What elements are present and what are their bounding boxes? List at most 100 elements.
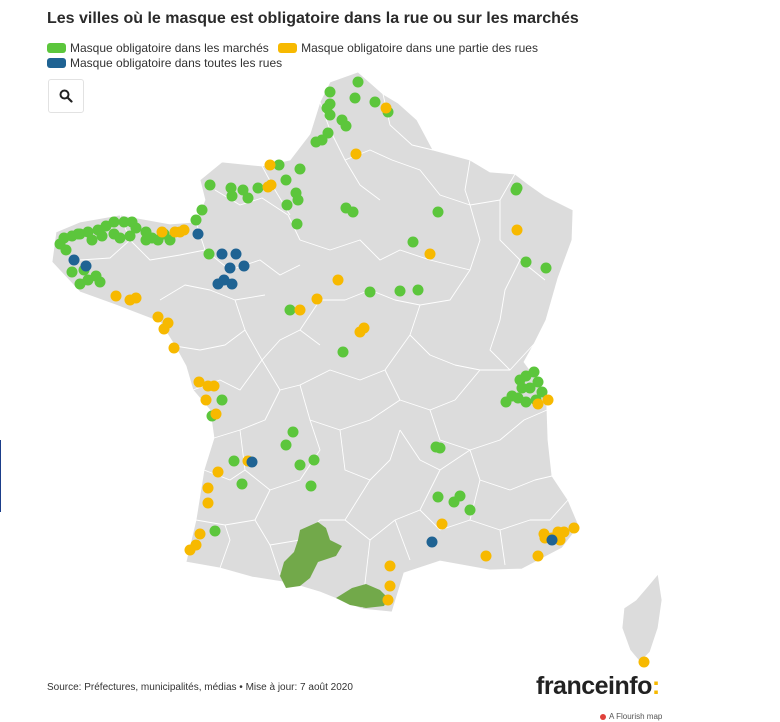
marker-partie-rues-3[interactable] [264,159,276,171]
search-button[interactable] [48,79,84,113]
marker-partie-rues-28[interactable] [202,482,214,494]
marker-marches-95[interactable] [520,396,532,408]
marker-partie-rues-14[interactable] [110,290,122,302]
marker-marches-14[interactable] [273,159,285,171]
marker-marches-26[interactable] [281,199,293,211]
marker-marches-66[interactable] [520,256,532,268]
marker-toutes-rues-8[interactable] [226,278,238,290]
marker-marches-2[interactable] [324,86,336,98]
marker-marches-30[interactable] [291,218,303,230]
marker-marches-68[interactable] [364,286,376,298]
marker-marches-63[interactable] [510,184,522,196]
marker-marches-33[interactable] [118,216,130,228]
marker-partie-rues-27[interactable] [212,466,224,478]
marker-partie-rues-43[interactable] [568,522,580,534]
marker-partie-rues-38[interactable] [532,550,544,562]
marker-marches-73[interactable] [216,394,228,406]
marker-partie-rues-5[interactable] [265,179,277,191]
marker-marches-42[interactable] [60,244,72,256]
marker-toutes-rues-13[interactable] [546,534,558,546]
marker-toutes-rues-11[interactable] [246,456,258,468]
marker-partie-rues-36[interactable] [436,518,448,530]
marker-partie-rues-30[interactable] [194,528,206,540]
marker-marches-5[interactable] [369,96,381,108]
marker-partie-rues-37[interactable] [480,550,492,562]
marker-partie-rues-50[interactable] [532,398,544,410]
marker-marches-99[interactable] [514,374,526,386]
legend-item-toutes-rues[interactable]: Masque obligatoire dans toutes les rues [47,56,282,70]
marker-marches-78[interactable] [308,454,320,466]
marker-partie-rues-25[interactable] [210,408,222,420]
marker-marches-80[interactable] [236,478,248,490]
marker-marches-29[interactable] [347,206,359,218]
marker-toutes-rues-5[interactable] [238,260,250,272]
marker-marches-70[interactable] [412,284,424,296]
marker-marches-92[interactable] [524,382,536,394]
marker-toutes-rues-10[interactable] [80,260,92,272]
marker-partie-rues-33[interactable] [294,304,306,316]
marker-partie-rues-48[interactable] [382,594,394,606]
marker-partie-rues-23[interactable] [208,380,220,392]
marker-marches-88[interactable] [209,525,221,537]
marker-marches-76[interactable] [280,439,292,451]
marker-marches-25[interactable] [190,214,202,226]
marker-marches-79[interactable] [228,455,240,467]
marker-marches-84[interactable] [432,491,444,503]
marker-marches-20[interactable] [237,184,249,196]
marker-marches-71[interactable] [284,304,296,316]
marker-marches-1[interactable] [352,76,364,88]
marker-partie-rues-9[interactable] [156,226,168,238]
marker-toutes-rues-3[interactable] [230,248,242,260]
marker-marches-61[interactable] [90,270,102,282]
marker-marches-96[interactable] [536,386,548,398]
marker-marches-21[interactable] [226,190,238,202]
marker-marches-49[interactable] [130,222,142,234]
marker-marches-54[interactable] [164,234,176,246]
marker-partie-rues-24[interactable] [200,394,212,406]
legend-item-marches[interactable]: Masque obligatoire dans les marchés [47,41,269,55]
flourish-credit[interactable]: A Flourish map [600,712,662,721]
marker-marches-48[interactable] [124,230,136,242]
marker-partie-rues-10[interactable] [332,274,344,286]
marker-marches-22[interactable] [242,192,254,204]
marker-marches-8[interactable] [324,109,336,121]
marker-marches-15[interactable] [280,174,292,186]
marker-partie-rues-17[interactable] [152,311,164,323]
marker-marches-56[interactable] [66,266,78,278]
marker-partie-rues-2[interactable] [350,148,362,160]
marker-partie-rues-11[interactable] [311,293,323,305]
marker-marches-91[interactable] [532,376,544,388]
marker-marches-31[interactable] [203,248,215,260]
marker-toutes-rues-9[interactable] [68,254,80,266]
marker-marches-13[interactable] [310,136,322,148]
marker-marches-67[interactable] [540,262,552,274]
marker-marches-43[interactable] [72,228,84,240]
marker-partie-rues-13[interactable] [424,248,436,260]
marker-partie-rues-51[interactable] [542,394,554,406]
marker-marches-87[interactable] [464,504,476,516]
marker-marches-24[interactable] [196,204,208,216]
marker-marches-69[interactable] [394,285,406,297]
marker-marches-3[interactable] [349,92,361,104]
marker-partie-rues-12[interactable] [511,224,523,236]
marker-marches-98[interactable] [500,396,512,408]
marker-partie-rues-19[interactable] [162,317,174,329]
marker-toutes-rues-12[interactable] [426,536,438,548]
marker-partie-rues-21[interactable] [193,376,205,388]
marker-partie-rues-47[interactable] [384,580,396,592]
marker-marches-86[interactable] [454,490,466,502]
marker-marches-90[interactable] [528,366,540,378]
marker-partie-rues-32[interactable] [184,544,196,556]
marker-marches-72[interactable] [337,346,349,358]
marker-partie-rues-44[interactable] [554,534,566,546]
legend-item-partie-rues[interactable]: Masque obligatoire dans une partie des r… [278,41,538,55]
marker-marches-65[interactable] [407,236,419,248]
marker-marches-45[interactable] [96,230,108,242]
marker-toutes-rues-4[interactable] [224,262,236,274]
marker-partie-rues-20[interactable] [168,342,180,354]
marker-marches-10[interactable] [340,120,352,132]
marker-marches-77[interactable] [294,459,306,471]
marker-partie-rues-29[interactable] [202,497,214,509]
marker-marches-81[interactable] [305,480,317,492]
marker-marches-44[interactable] [86,234,98,246]
